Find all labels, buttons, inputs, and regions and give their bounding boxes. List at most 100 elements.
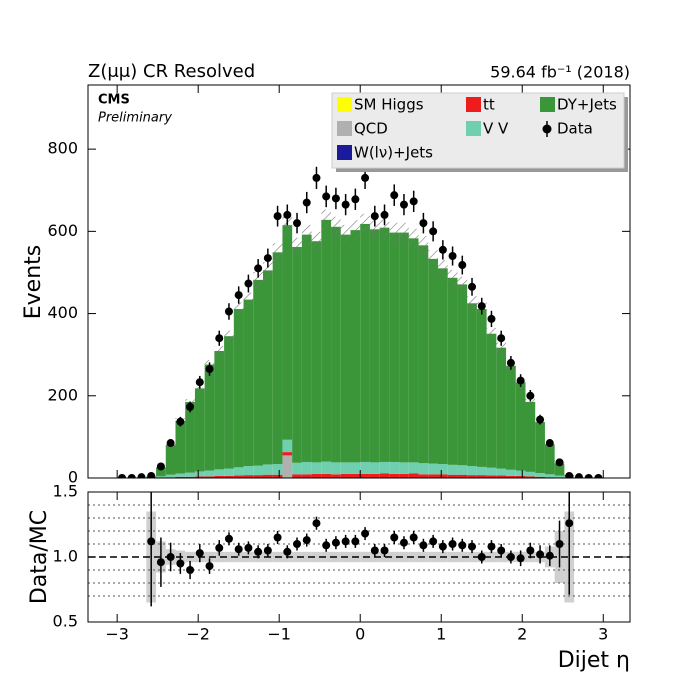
stack-bar — [418, 245, 429, 464]
data-marker — [351, 537, 360, 546]
stack-bar — [389, 232, 400, 462]
stack-bar — [506, 469, 516, 476]
data-point — [536, 414, 545, 425]
stack-bar — [224, 475, 234, 478]
ratio-point — [322, 538, 331, 552]
stack-bar — [311, 241, 322, 463]
y-tick-label: 600 — [47, 221, 78, 240]
data-marker — [215, 543, 224, 552]
x-tick-label: −1 — [267, 625, 291, 644]
data-marker — [224, 307, 233, 316]
data-marker — [331, 538, 340, 547]
stack-bar — [437, 464, 448, 475]
stack-bar — [525, 471, 536, 477]
stack-bar — [467, 303, 477, 467]
ratio-point — [166, 542, 175, 572]
data-marker — [118, 474, 127, 478]
data-marker — [506, 358, 515, 367]
stack-bar — [515, 382, 526, 471]
data-marker — [477, 302, 486, 311]
data-marker — [361, 529, 370, 538]
x-tick-label: −3 — [105, 625, 129, 644]
legend-swatch — [466, 121, 481, 136]
luminosity: 59.64 fb⁻¹ (2018) — [490, 63, 630, 82]
data-point — [565, 471, 574, 478]
data-marker — [438, 245, 447, 254]
stack-bar — [476, 309, 487, 467]
data-marker — [215, 334, 224, 343]
stack-bar — [428, 463, 438, 475]
stack-bar — [544, 444, 555, 475]
y-tick-label: 800 — [47, 139, 78, 158]
data-marker — [419, 541, 428, 550]
x-tick-label: 1 — [436, 625, 446, 644]
data-marker — [195, 378, 204, 387]
ratio-point — [263, 544, 272, 557]
data-marker — [390, 533, 399, 542]
stack-bar — [389, 473, 400, 478]
stack-bar — [301, 234, 312, 462]
data-marker — [545, 551, 554, 560]
data-marker — [302, 536, 311, 545]
data-marker — [468, 542, 477, 551]
data-marker — [312, 519, 321, 528]
data-marker — [555, 540, 564, 548]
data-point — [322, 185, 331, 208]
data-marker — [399, 538, 408, 547]
stack-bar — [204, 364, 215, 471]
stack-bar — [340, 473, 351, 478]
stack-bar — [447, 474, 458, 478]
ratio-point — [195, 544, 204, 563]
stack-bar — [301, 474, 312, 478]
legend-swatch — [540, 97, 555, 112]
uncertainty-hatch — [525, 398, 536, 405]
data-marker — [273, 212, 282, 221]
data-marker — [234, 545, 243, 554]
stack-bar — [350, 473, 361, 478]
data-marker — [341, 537, 350, 546]
ratio-point — [254, 545, 263, 559]
data-marker — [536, 550, 545, 559]
stack-bar — [535, 422, 545, 474]
uncertainty-hatch — [379, 217, 390, 238]
stack-bar — [554, 475, 565, 478]
stack-bar — [175, 420, 186, 474]
stack-bar — [185, 472, 195, 477]
stack-bar — [399, 232, 409, 463]
legend-label: QCD — [354, 120, 388, 138]
uncertainty-hatch — [214, 345, 225, 357]
data-point — [516, 374, 525, 387]
stack-bar — [194, 476, 205, 478]
stack-bar — [369, 473, 380, 478]
stack-bar — [214, 469, 225, 476]
data-marker — [516, 554, 525, 563]
mc-band — [321, 551, 332, 563]
ratio-panel — [88, 492, 630, 607]
stack-bar — [525, 476, 536, 478]
uncertainty-hatch — [369, 219, 380, 240]
ratio-point — [351, 534, 360, 548]
stack-bar — [262, 270, 273, 465]
ratio-point — [361, 527, 370, 541]
stack-bar — [486, 467, 497, 476]
stack-bar — [224, 468, 234, 476]
data-point — [205, 362, 214, 376]
data-marker — [195, 549, 204, 558]
data-marker — [506, 553, 515, 561]
data-point — [448, 246, 457, 266]
uncertainty-hatch — [243, 292, 254, 307]
data-point — [429, 221, 438, 242]
data-marker — [302, 198, 311, 207]
data-marker — [487, 542, 496, 551]
data-point — [127, 474, 136, 478]
ratio-point — [312, 516, 321, 530]
stack-bar — [262, 464, 273, 475]
stack-bar — [515, 475, 526, 478]
stack-bar — [428, 258, 438, 464]
stack-bar — [272, 474, 283, 478]
stack-bar — [301, 461, 312, 475]
data-marker — [224, 534, 233, 543]
data-point — [487, 310, 496, 328]
data-marker — [147, 537, 156, 546]
ratio-point — [555, 520, 564, 568]
